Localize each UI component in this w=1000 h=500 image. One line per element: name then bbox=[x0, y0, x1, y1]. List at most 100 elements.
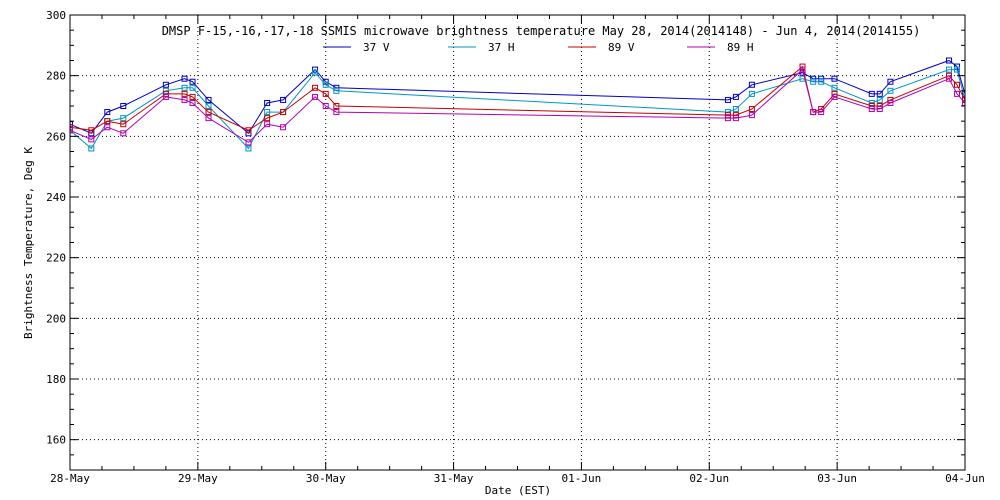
y-tick-label: 200 bbox=[46, 312, 66, 325]
x-tick-label: 01-Jun bbox=[562, 472, 602, 485]
x-tick-label: 29-May bbox=[178, 472, 218, 485]
y-axis-ticks: 160 180 200 220 240 260 280 300 bbox=[46, 9, 965, 456]
data-point bbox=[724, 109, 731, 116]
y-tick-label: 280 bbox=[46, 70, 66, 83]
data-point bbox=[264, 109, 271, 116]
data-point bbox=[333, 87, 340, 94]
y-tick-label: 300 bbox=[46, 9, 66, 22]
data-point bbox=[810, 109, 817, 116]
data-point bbox=[245, 145, 252, 152]
data-point bbox=[181, 90, 188, 97]
data-point bbox=[264, 99, 271, 106]
series-37-v bbox=[70, 57, 965, 137]
data-point bbox=[876, 106, 883, 113]
data-point bbox=[946, 57, 953, 64]
x-axis-ticks: 28-May 29-May 30-May 31-May 01-Jun 02-Jun 03-J… bbox=[50, 15, 985, 485]
data-point bbox=[748, 112, 755, 119]
data-point bbox=[280, 96, 287, 103]
legend-label: 37 H bbox=[488, 41, 515, 54]
y-tick-label: 240 bbox=[46, 191, 66, 204]
data-point bbox=[189, 99, 196, 106]
legend: 37 V 37 H 89 V 89 H bbox=[323, 41, 754, 54]
data-point bbox=[748, 81, 755, 88]
y-tick-label: 260 bbox=[46, 130, 66, 143]
data-point bbox=[724, 96, 731, 103]
data-point bbox=[333, 109, 340, 116]
data-point bbox=[70, 127, 73, 134]
data-point bbox=[724, 115, 731, 122]
data-point bbox=[104, 124, 111, 131]
data-point bbox=[312, 69, 319, 76]
series-line bbox=[70, 68, 965, 144]
data-point bbox=[312, 93, 319, 100]
data-point bbox=[120, 115, 127, 122]
data-point bbox=[189, 93, 196, 100]
data-point bbox=[732, 93, 739, 100]
data-point bbox=[162, 93, 169, 100]
data-point bbox=[88, 145, 95, 152]
data-point bbox=[818, 78, 825, 85]
x-tick-label: 30-May bbox=[306, 472, 346, 485]
data-point bbox=[70, 121, 73, 128]
data-point bbox=[312, 84, 319, 91]
data-point bbox=[205, 115, 212, 122]
data-point bbox=[322, 90, 329, 97]
data-point bbox=[245, 127, 252, 134]
data-point bbox=[162, 90, 169, 97]
data-point bbox=[962, 90, 965, 97]
y-tick-label: 180 bbox=[46, 373, 66, 386]
chart-title: DMSP F-15,-16,-17,-18 SSMIS microwave br… bbox=[162, 24, 921, 38]
data-point bbox=[868, 90, 875, 97]
data-point bbox=[876, 90, 883, 97]
data-point bbox=[181, 96, 188, 103]
data-point bbox=[120, 130, 127, 137]
data-point bbox=[748, 90, 755, 97]
data-point bbox=[954, 66, 961, 73]
plot-frame bbox=[69, 14, 966, 471]
data-point bbox=[70, 124, 73, 131]
data-point bbox=[181, 84, 188, 91]
data-point bbox=[831, 90, 838, 97]
data-point bbox=[104, 109, 111, 116]
x-tick-label: 02-Jun bbox=[689, 472, 729, 485]
data-point bbox=[205, 103, 212, 109]
data-point bbox=[322, 81, 329, 88]
data-point bbox=[88, 127, 95, 134]
data-point bbox=[810, 78, 817, 85]
grid-lines bbox=[70, 15, 965, 470]
data-point bbox=[205, 96, 212, 103]
data-point bbox=[876, 96, 883, 103]
data-point bbox=[104, 118, 111, 125]
y-axis-label: Brightness Temperature, Deg K bbox=[22, 147, 35, 339]
data-point bbox=[189, 78, 196, 85]
data-point bbox=[831, 75, 838, 82]
data-point bbox=[280, 124, 287, 131]
data-point bbox=[748, 106, 755, 113]
data-point bbox=[732, 106, 739, 113]
data-point bbox=[887, 96, 894, 103]
data-point bbox=[264, 115, 271, 122]
series-89-v bbox=[70, 63, 965, 134]
data-point bbox=[818, 109, 825, 116]
x-tick-label: 31-May bbox=[434, 472, 474, 485]
series-layer bbox=[70, 57, 965, 152]
x-tick-label: 28-May bbox=[50, 472, 90, 485]
data-point bbox=[732, 115, 739, 122]
legend-label: 89 H bbox=[727, 41, 754, 54]
data-point bbox=[724, 112, 731, 119]
data-point bbox=[831, 93, 838, 100]
data-point bbox=[887, 78, 894, 85]
data-point bbox=[88, 136, 95, 143]
y-tick-label: 220 bbox=[46, 252, 66, 265]
data-point bbox=[868, 106, 875, 113]
data-point bbox=[946, 75, 953, 82]
data-point bbox=[954, 81, 961, 88]
series-37-h bbox=[70, 66, 965, 152]
data-point bbox=[831, 84, 838, 91]
x-axis-label: Date (EST) bbox=[485, 484, 551, 497]
data-point bbox=[946, 66, 953, 73]
data-point bbox=[162, 87, 169, 94]
data-point bbox=[280, 109, 287, 116]
data-point bbox=[799, 66, 806, 73]
x-tick-label: 03-Jun bbox=[817, 472, 857, 485]
